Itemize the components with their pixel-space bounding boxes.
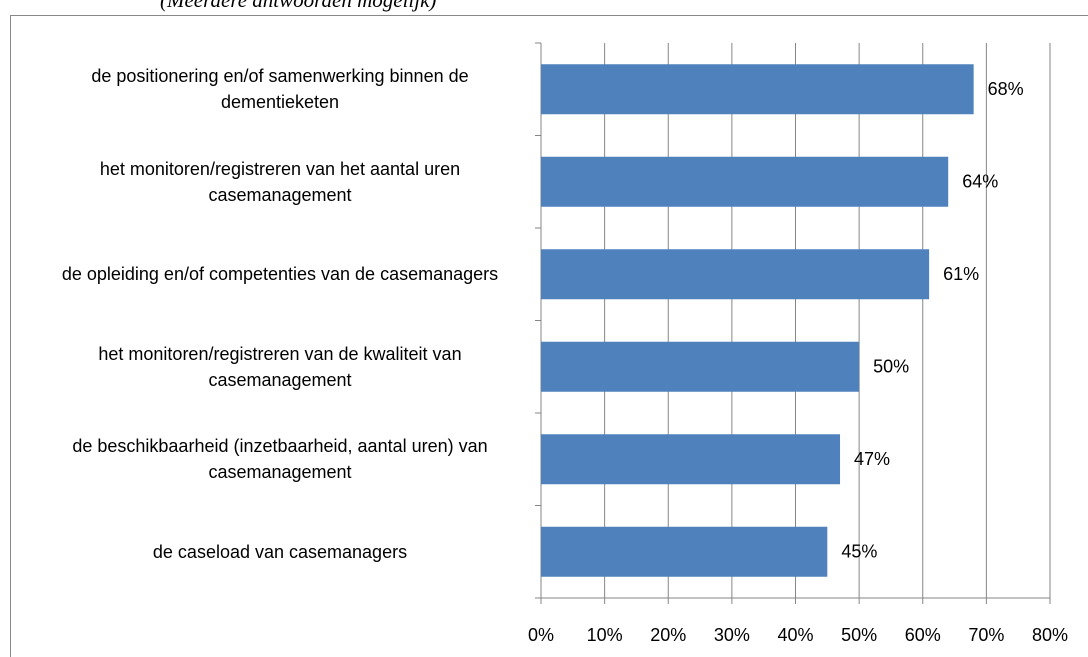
x-tick-label: 30% xyxy=(714,625,750,645)
y-tick-label: de positionering en/of samenwerking binn… xyxy=(91,66,469,113)
x-tick-label: 10% xyxy=(587,625,623,645)
top-band xyxy=(0,0,1088,14)
value-label: 50% xyxy=(873,357,909,377)
value-label: 64% xyxy=(962,172,998,192)
x-tick-label: 80% xyxy=(1032,625,1068,645)
y-tick-label: de caseload van casemanagers xyxy=(152,541,408,562)
value-label: 61% xyxy=(943,264,979,284)
value-label: 47% xyxy=(854,449,890,469)
value-label: 68% xyxy=(988,79,1024,99)
y-tick-label: het monitoren/registreren van de kwalite… xyxy=(98,343,462,390)
x-tick-label: 0% xyxy=(528,625,554,645)
y-tick-label: de beschikbaarheid (inzetbaarheid, aanta… xyxy=(72,436,488,483)
bar xyxy=(541,249,930,300)
y-tick-label: de opleiding en/of competenties van de c… xyxy=(61,264,499,285)
bar xyxy=(541,434,841,485)
bar xyxy=(541,526,828,577)
x-tick-label: 50% xyxy=(841,625,877,645)
bar xyxy=(541,156,949,207)
x-tick-label: 40% xyxy=(777,625,813,645)
value-label: 45% xyxy=(841,542,877,562)
x-tick-label: 60% xyxy=(905,625,941,645)
x-tick-label: 70% xyxy=(968,625,1004,645)
bar xyxy=(541,64,974,115)
x-tick-label: 20% xyxy=(650,625,686,645)
subtitle: (Meerdere antwoorden mogelijk) xyxy=(160,0,436,12)
chart-border xyxy=(10,15,1088,657)
bar xyxy=(541,341,860,392)
y-tick-label: het monitoren/registreren van het aantal… xyxy=(99,158,461,205)
